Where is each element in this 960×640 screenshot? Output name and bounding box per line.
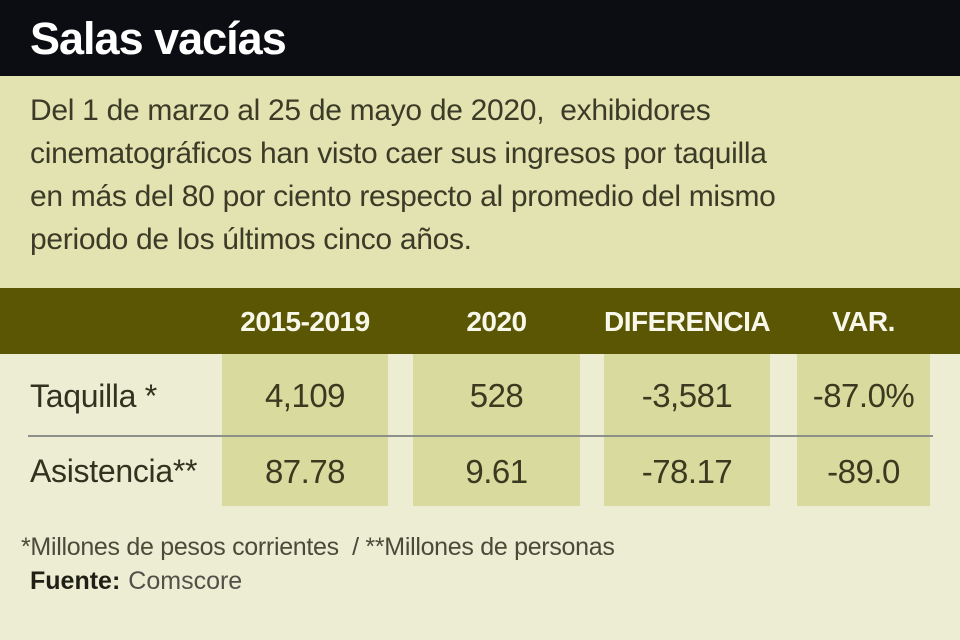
cell-asistencia-2020: 9.61: [465, 453, 528, 490]
cell-asistencia-diferencia: -78.17: [641, 453, 733, 490]
column-highlight-4: [797, 354, 930, 506]
column-highlight-1: [222, 354, 388, 506]
source-line: Fuente: Comscore: [30, 566, 242, 596]
cell-taquilla-2015-2019: 4,109: [264, 377, 346, 414]
title-bar: Salas vacías: [0, 0, 960, 76]
footnote: *Millones de pesos corrientes / **Millon…: [21, 533, 615, 561]
column-header-diferencia: DIFERENCIA: [604, 306, 771, 337]
intro-line-4: periodo de los últimos cinco años.: [30, 223, 472, 256]
row-label-asistencia: Asistencia**: [30, 453, 198, 489]
column-header-2020: 2020: [466, 306, 527, 337]
table-body: Taquilla * 4,109 528 -3,581 -87.0% Asist…: [0, 354, 960, 640]
intro-line-3: en más del 80 por ciento respecto al pro…: [30, 180, 776, 213]
column-header-2015-2019: 2015-2019: [240, 306, 370, 337]
column-header-var: VAR.: [832, 306, 895, 337]
cell-asistencia-2015-2019: 87.78: [264, 453, 346, 490]
intro-line-2: cinematográficos han visto caer sus ingr…: [30, 137, 767, 170]
page-title: Salas vacías: [30, 13, 287, 64]
row-label-taquilla: Taquilla *: [30, 378, 157, 414]
intro-line-1: Del 1 de marzo al 25 de mayo de 2020, ex…: [30, 94, 711, 127]
cell-taquilla-diferencia: -3,581: [641, 377, 733, 414]
intro-section: Del 1 de marzo al 25 de mayo de 2020, ex…: [0, 76, 960, 288]
column-highlight-2: [413, 354, 580, 506]
row-divider: [28, 435, 933, 437]
cell-taquilla-var: -87.0%: [812, 377, 915, 414]
intro-spacer: [0, 76, 960, 89]
table-header-row: 2015-2019 2020 DIFERENCIA VAR.: [0, 288, 960, 354]
source-value: Comscore: [128, 567, 243, 595]
column-highlight-3: [604, 354, 770, 506]
source-label: Fuente:: [30, 567, 121, 595]
cell-taquilla-2020: 528: [469, 377, 524, 414]
cell-asistencia-var: -89.0: [827, 453, 900, 490]
